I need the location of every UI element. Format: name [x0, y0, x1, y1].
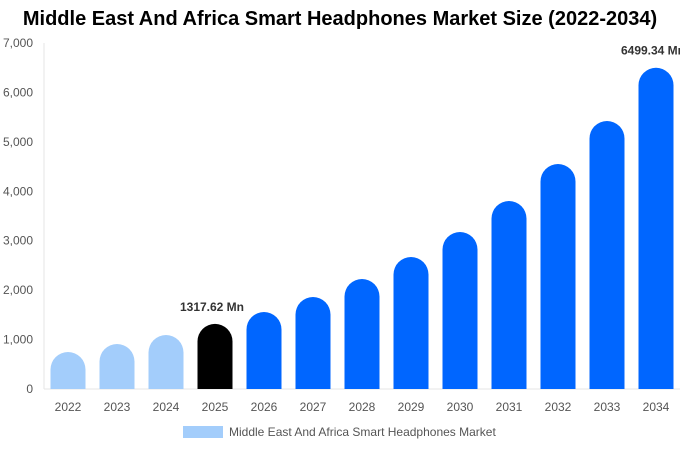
bar-2022: [50, 352, 86, 389]
y-tick-label: 7,000: [3, 36, 33, 50]
bar-2029: [393, 257, 429, 389]
x-tick-label: 2033: [594, 400, 621, 414]
data-label: 1317.62 Mn: [180, 300, 244, 314]
y-tick-label: 0: [26, 382, 33, 396]
x-tick-label: 2032: [545, 400, 572, 414]
bar-2033: [589, 120, 625, 389]
x-tick-label: 2028: [349, 400, 376, 414]
x-tick-label: 2025: [202, 400, 229, 414]
y-tick-label: 4,000: [3, 184, 33, 198]
x-tick-label: 2031: [496, 400, 523, 414]
y-tick-label: 5,000: [3, 135, 33, 149]
y-tick-label: 3,000: [3, 234, 33, 248]
y-tick-label: 1,000: [3, 333, 33, 347]
bar-2034: [638, 67, 674, 389]
x-tick-label: 2024: [153, 400, 180, 414]
x-tick-label: 2030: [447, 400, 474, 414]
legend: Middle East And Africa Smart Headphones …: [183, 425, 496, 439]
x-tick-label: 2023: [104, 400, 131, 414]
x-tick-label: 2026: [251, 400, 278, 414]
x-tick-label: 2034: [643, 400, 670, 414]
y-tick-label: 2,000: [3, 283, 33, 297]
bar-2028: [344, 279, 380, 389]
y-tick-label: 6,000: [3, 85, 33, 99]
legend-swatch: [183, 426, 223, 438]
bar-2031: [491, 201, 527, 389]
bar-2023: [99, 344, 135, 389]
chart-title: Middle East And Africa Smart Headphones …: [22, 8, 658, 30]
bar-2026: [246, 311, 282, 389]
data-label: 6499.34 Mn: [621, 44, 680, 58]
bar-2024: [148, 335, 184, 389]
x-tick-label: 2022: [55, 400, 82, 414]
x-tick-label: 2027: [300, 400, 327, 414]
x-tick-label: 2029: [398, 400, 425, 414]
bar-2027: [295, 297, 331, 389]
bar-2030: [442, 232, 478, 389]
bar-2025: [197, 323, 233, 389]
bar-2032: [540, 164, 576, 389]
legend-label: Middle East And Africa Smart Headphones …: [229, 425, 496, 439]
